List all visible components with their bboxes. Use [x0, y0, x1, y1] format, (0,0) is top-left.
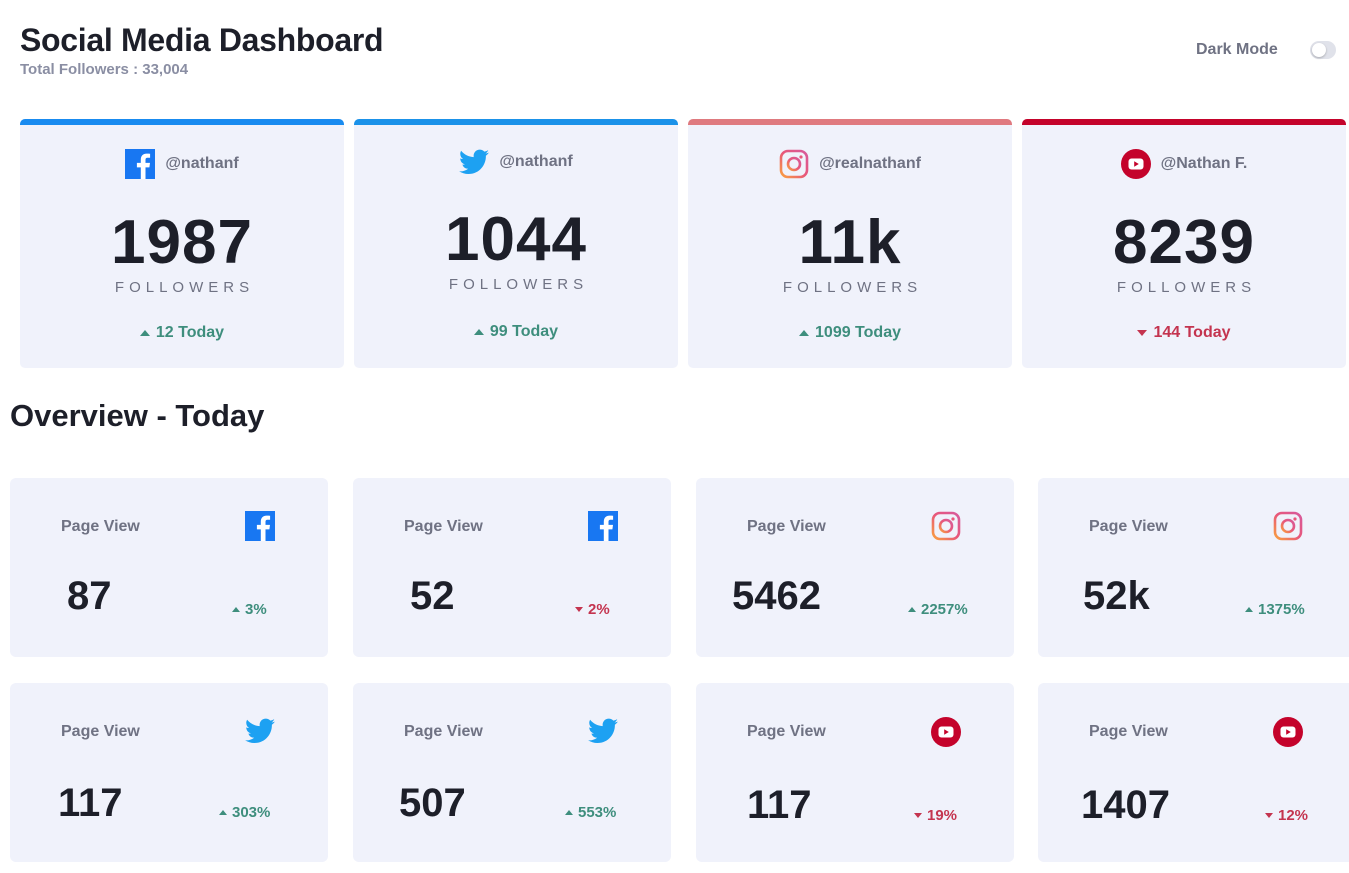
tile-change-text: 553% [578, 804, 617, 821]
card-topbar [354, 119, 678, 125]
tile-change: 2% [575, 601, 610, 618]
dark-mode-toggle[interactable] [1310, 41, 1336, 59]
tile-value: 87 [67, 574, 112, 618]
youtube-icon [1273, 717, 1303, 747]
twitter-icon [459, 149, 490, 175]
tile-change: 553% [565, 804, 616, 821]
tile-label: Page View [61, 723, 140, 740]
trend-down-icon [914, 813, 922, 818]
today-change: 12 Today [20, 324, 344, 342]
tile-label: Page View [747, 518, 826, 535]
today-change-text: 99 Today [489, 323, 559, 340]
trend-up-icon [219, 810, 227, 815]
overview-tile[interactable]: Page View 5462 2257% [696, 478, 1014, 657]
trend-down-icon [575, 607, 583, 612]
overview-tile[interactable]: Page View 87 3% [10, 478, 328, 657]
tile-change-text: 19% [927, 807, 958, 824]
toggle-knob [1312, 43, 1326, 57]
followers-label: FOLLOWERS [448, 276, 589, 293]
tile-change-text: 2257% [921, 601, 968, 618]
tile-change-text: 12% [1278, 807, 1309, 824]
tile-value: 117 [58, 781, 123, 825]
card-handle: @realnathanf [819, 155, 921, 172]
tile-label: Page View [1089, 518, 1168, 535]
tile-label: Page View [404, 723, 483, 740]
today-change: 99 Today [354, 323, 678, 341]
tile-label: Page View [1089, 723, 1168, 740]
followers-label: FOLLOWERS [114, 279, 255, 296]
tile-change-text: 2% [588, 601, 610, 618]
follower-count: 1044 [445, 205, 587, 274]
instagram-icon [931, 511, 961, 541]
trend-up-icon [908, 607, 916, 612]
facebook-icon [125, 149, 156, 179]
tile-change: 1375% [1245, 601, 1305, 618]
facebook-icon [588, 511, 618, 541]
card-handle: @nathanf [499, 153, 573, 170]
instagram-icon [779, 149, 809, 179]
trend-up-icon [139, 330, 150, 336]
overview-tile[interactable]: Page View 52 2% [353, 478, 671, 657]
dark-mode-label: Dark Mode [1196, 41, 1278, 58]
follower-count: 11k [798, 208, 902, 277]
facebook-icon [245, 511, 275, 541]
trend-up-icon [1245, 607, 1253, 612]
card-handle: @Nathan F. [1160, 155, 1248, 172]
tile-change: 3% [232, 601, 267, 618]
tile-change: 12% [1265, 807, 1308, 824]
tile-value: 1407 [1081, 783, 1170, 827]
trend-down-icon [1137, 330, 1148, 336]
follower-card-facebook[interactable]: @nathanf 1987 FOLLOWERS 12 Today [20, 119, 344, 368]
page-title: Social Media Dashboard [20, 22, 384, 58]
card-topbar [20, 119, 344, 125]
twitter-icon [588, 718, 618, 748]
tile-value: 117 [747, 783, 812, 827]
tile-change: 19% [914, 807, 957, 824]
total-followers: Total Followers : 33,004 [20, 61, 189, 78]
card-topbar [688, 119, 1012, 125]
trend-up-icon [799, 330, 810, 336]
trend-up-icon [565, 810, 573, 815]
tile-change-text: 303% [232, 804, 271, 821]
overview-tile[interactable]: Page View 117 303% [10, 683, 328, 862]
overview-tile[interactable]: Page View 1407 12% [1038, 683, 1349, 862]
twitter-icon [245, 718, 275, 748]
tile-value: 52k [1083, 574, 1150, 618]
youtube-icon [931, 717, 961, 747]
trend-up-icon [232, 607, 240, 612]
tile-change-text: 1375% [1258, 601, 1305, 618]
trend-down-icon [1265, 813, 1273, 818]
today-change-text: 12 Today [155, 324, 225, 341]
tile-label: Page View [747, 723, 826, 740]
followers-label: FOLLOWERS [1116, 279, 1257, 296]
overview-tile[interactable]: Page View 507 553% [353, 683, 671, 862]
card-handle: @nathanf [165, 155, 239, 172]
tile-value: 52 [410, 574, 455, 618]
tile-label: Page View [61, 518, 140, 535]
overview-tile[interactable]: Page View 52k 1375% [1038, 478, 1349, 657]
tile-label: Page View [404, 518, 483, 535]
overview-title: Overview - Today [10, 398, 265, 433]
trend-up-icon [473, 329, 484, 335]
follower-card-instagram[interactable]: @realnathanf 11k FOLLOWERS 1099 Today [688, 119, 1012, 368]
youtube-icon [1120, 149, 1151, 179]
tile-value: 507 [399, 781, 466, 825]
tile-change-text: 3% [245, 601, 267, 618]
follower-card-youtube[interactable]: @Nathan F. 8239 FOLLOWERS 144 Today [1022, 119, 1346, 368]
today-change-text: 1099 Today [815, 324, 901, 341]
today-change-text: 144 Today [1153, 324, 1231, 341]
follower-count: 1987 [111, 208, 253, 277]
followers-label: FOLLOWERS [782, 279, 923, 296]
follower-count: 8239 [1113, 208, 1255, 277]
today-change: 144 Today [1022, 324, 1346, 342]
today-change: 1099 Today [688, 324, 1012, 342]
tile-value: 5462 [732, 574, 821, 618]
card-topbar [1022, 119, 1346, 125]
overview-tile[interactable]: Page View 117 19% [696, 683, 1014, 862]
tile-change: 2257% [908, 601, 968, 618]
tile-change: 303% [219, 804, 270, 821]
follower-card-twitter[interactable]: @nathanf 1044 FOLLOWERS 99 Today [354, 119, 678, 368]
instagram-icon [1273, 511, 1303, 541]
